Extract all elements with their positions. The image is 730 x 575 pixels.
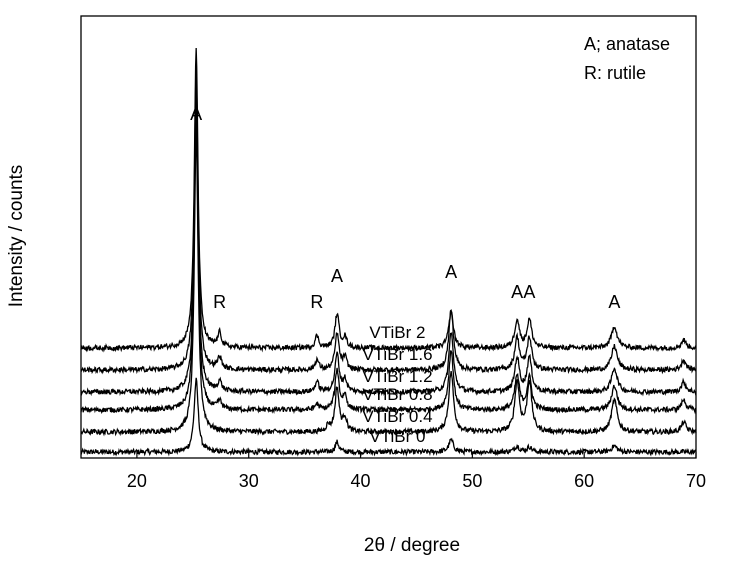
peak-annotation-anatase: A (511, 282, 523, 302)
series-label-1: VTiBr 0.4 (362, 407, 432, 426)
peak-annotation-anatase: A (331, 266, 343, 286)
x-axis-title: 2θ / degree (364, 535, 460, 556)
x-tick-label: 60 (574, 471, 594, 491)
x-tick-label: 70 (686, 471, 706, 491)
series-line-4 (80, 70, 697, 375)
x-tick-label: 40 (351, 471, 371, 491)
peak-annotation-anatase: A (190, 104, 202, 124)
x-tick-label: 30 (239, 471, 259, 491)
series-label-5: VTiBr 2 (369, 323, 425, 342)
series-label-4: VTiBr 1.6 (362, 345, 432, 364)
series-label-3: VTiBr 1.2 (362, 367, 432, 386)
series-line-1 (80, 129, 697, 437)
peak-annotations: AR RA AA A A (190, 104, 620, 312)
y-axis-title: Intensity / counts (6, 165, 27, 308)
series-line-2 (80, 109, 697, 415)
series-label-0: VTiBr 0 (369, 427, 425, 446)
series-label-2: VTiBr 0.8 (362, 385, 432, 404)
peak-annotation-anatase: A (608, 292, 620, 312)
legend-entry-rutile: R: rutile (584, 63, 646, 83)
series-line-0 (80, 377, 697, 457)
series-line-3 (80, 92, 697, 397)
x-tick-label: 20 (127, 471, 147, 491)
legend: A; anatase R: rutile (584, 34, 670, 83)
series-line-5 (80, 47, 697, 353)
peak-annotation-anatase: A (523, 282, 535, 302)
peak-annotation-rutile: R (310, 292, 323, 312)
legend-entry-anatase: A; anatase (584, 34, 670, 54)
peak-annotation-anatase: A (445, 262, 457, 282)
series-layer (80, 47, 697, 457)
x-ticks: 20 30 40 50 60 70 (127, 452, 706, 491)
plot-frame (80, 15, 697, 459)
peak-annotation-rutile: R (213, 292, 226, 312)
x-tick-label: 50 (462, 471, 482, 491)
